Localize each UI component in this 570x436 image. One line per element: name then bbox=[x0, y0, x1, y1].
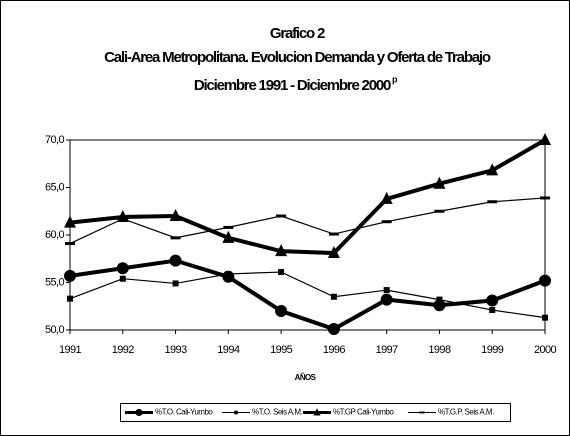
y-tick-label: 60,0 bbox=[45, 229, 64, 241]
legend-text: %T.G.P. Seis A.M. bbox=[438, 408, 494, 417]
marker bbox=[327, 323, 340, 336]
marker bbox=[275, 244, 288, 257]
x-tick-label: 1992 bbox=[112, 344, 135, 356]
marker bbox=[486, 294, 499, 307]
marker bbox=[381, 220, 392, 224]
marker bbox=[539, 274, 551, 287]
y-tick-label: 70,0 bbox=[45, 134, 64, 146]
marker bbox=[540, 196, 550, 200]
marker bbox=[327, 246, 340, 259]
x-tick-label: 1991 bbox=[59, 344, 82, 356]
legend-text: %T.O. Cali-Yumbo bbox=[155, 408, 213, 417]
line bbox=[69, 138, 546, 256]
legend-text: %T.O. Seis A.M. bbox=[252, 408, 303, 417]
marker bbox=[434, 209, 445, 213]
marker bbox=[172, 280, 179, 287]
x-axis-label: AÑOS bbox=[295, 373, 317, 382]
chart-title: Cali-Area Metropolitana. Evolucion Deman… bbox=[104, 49, 491, 66]
marker bbox=[278, 269, 285, 276]
line bbox=[69, 271, 546, 319]
chart-title: Grafico 2 bbox=[270, 25, 325, 42]
marker bbox=[433, 176, 446, 189]
marker bbox=[223, 225, 234, 229]
marker bbox=[64, 269, 76, 282]
marker bbox=[64, 215, 76, 228]
marker bbox=[313, 408, 321, 416]
x-tick-label: 1997 bbox=[376, 344, 399, 356]
line bbox=[69, 258, 546, 332]
y-tick-label: 50,0 bbox=[45, 324, 64, 336]
x-tick-label: 1994 bbox=[217, 344, 240, 356]
marker bbox=[436, 296, 443, 303]
marker bbox=[487, 200, 498, 204]
marker bbox=[486, 163, 499, 176]
marker bbox=[117, 217, 128, 221]
marker bbox=[383, 287, 390, 294]
marker bbox=[539, 133, 551, 145]
marker bbox=[328, 232, 339, 236]
marker bbox=[67, 295, 73, 302]
marker bbox=[169, 254, 182, 267]
y-tick-label: 55,0 bbox=[45, 276, 64, 288]
marker bbox=[116, 262, 129, 275]
marker bbox=[234, 410, 238, 415]
marker bbox=[169, 209, 182, 221]
marker bbox=[119, 275, 126, 282]
marker bbox=[170, 236, 181, 240]
x-tick-label: 1998 bbox=[428, 344, 451, 356]
marker bbox=[276, 214, 287, 218]
marker bbox=[542, 314, 548, 321]
line bbox=[69, 197, 546, 245]
marker bbox=[489, 307, 496, 314]
marker bbox=[380, 191, 393, 204]
chart-title: Diciembre 1991 - Diciembre 2000 bbox=[194, 77, 391, 94]
x-tick-label: 1993 bbox=[165, 344, 188, 356]
marker bbox=[222, 230, 235, 243]
marker bbox=[380, 293, 393, 306]
x-tick-label: 1996 bbox=[323, 344, 346, 356]
marker bbox=[225, 270, 232, 277]
marker bbox=[135, 408, 143, 417]
title-note: p bbox=[392, 74, 398, 84]
x-tick-label: 1999 bbox=[481, 344, 504, 356]
marker bbox=[330, 293, 337, 300]
marker bbox=[275, 305, 288, 317]
y-tick-label: 65,0 bbox=[45, 181, 64, 193]
x-tick-label: 2000 bbox=[534, 344, 557, 356]
marker bbox=[419, 411, 425, 414]
marker bbox=[65, 242, 75, 246]
legend-text: %T.GP Cali-Yumbo bbox=[333, 408, 394, 417]
x-tick-label: 1995 bbox=[270, 344, 293, 356]
